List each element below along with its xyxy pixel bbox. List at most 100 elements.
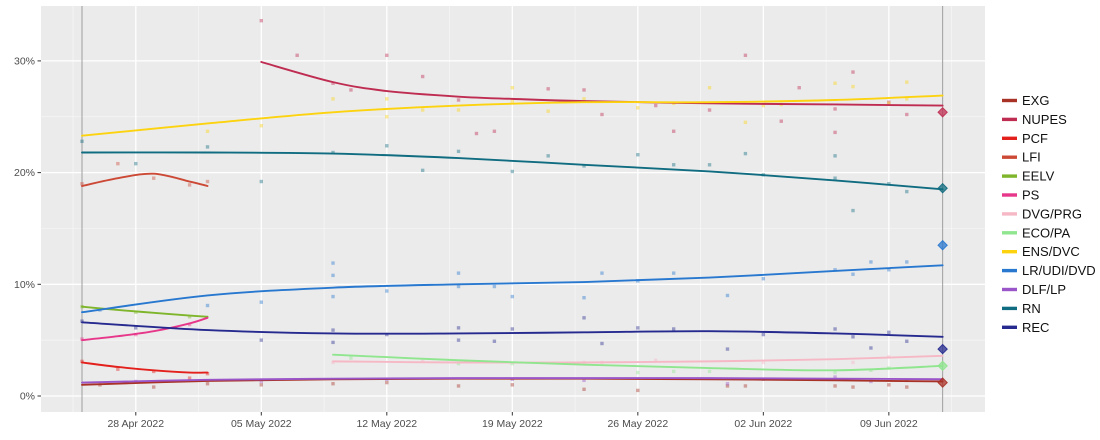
trend-line-lr-udi-dvd bbox=[81, 264, 944, 314]
poll-point-rec bbox=[582, 316, 586, 320]
poll-point-nupes bbox=[797, 86, 801, 90]
poll-point-lr-udi-dvd bbox=[887, 268, 891, 272]
x-tick-label: 05 May 2022 bbox=[231, 418, 292, 430]
poll-point-eco-pa bbox=[671, 369, 676, 374]
poll-point-ens-dvc bbox=[420, 108, 425, 112]
poll-point-exg bbox=[833, 384, 837, 388]
result-diamond-rn bbox=[937, 182, 948, 194]
legend-label-lr-udi-dvd: LR/UDI/DVD bbox=[1022, 263, 1096, 278]
poll-point-eco-pa bbox=[833, 370, 837, 375]
poll-point-lr-udi-dvd bbox=[331, 261, 335, 265]
poll-point-rec bbox=[331, 328, 335, 332]
trend-line-nupes bbox=[260, 61, 944, 107]
poll-point-ens-dvc bbox=[851, 84, 855, 89]
poll-point-rn bbox=[582, 164, 586, 168]
x-tick-label: 09 Jun 2022 bbox=[860, 418, 918, 430]
poll-point-ens-dvc bbox=[259, 123, 263, 128]
poll-point-exg bbox=[725, 384, 730, 388]
poll-point-rn bbox=[546, 154, 550, 158]
poll-point-lfi bbox=[205, 179, 210, 184]
poll-point-lr-udi-dvd bbox=[259, 300, 263, 304]
y-tick-label: 30% bbox=[14, 56, 35, 68]
x-tick-label: 19 May 2022 bbox=[482, 418, 543, 430]
result-diamond-eco-pa bbox=[937, 360, 948, 372]
poll-point-nupes bbox=[546, 87, 550, 91]
legend-label-eelv: EELV bbox=[1022, 169, 1055, 184]
poll-point-pcf bbox=[152, 369, 156, 374]
poll-point-ens-dvc bbox=[205, 129, 210, 133]
trend-line-rn bbox=[81, 151, 944, 191]
poll-point-rn bbox=[80, 139, 84, 144]
poll-point-dvg-prg bbox=[761, 360, 766, 365]
poll-point-rn bbox=[510, 169, 515, 174]
legend-label-pcf: PCF bbox=[1022, 131, 1048, 146]
poll-point-lr-udi-dvd bbox=[600, 271, 604, 275]
poll-point-rn bbox=[331, 150, 335, 155]
legend-label-exg: EXG bbox=[1022, 93, 1049, 108]
poll-point-rec bbox=[636, 326, 640, 330]
poll-point-rec bbox=[833, 327, 837, 331]
poll-point-lr-udi-dvd bbox=[205, 303, 210, 308]
x-tick-label: 12 May 2022 bbox=[356, 418, 417, 430]
poll-point-rec bbox=[725, 347, 730, 351]
poll-point-rn bbox=[887, 182, 891, 186]
poll-point-nupes bbox=[743, 53, 748, 58]
poll-point-rec bbox=[331, 340, 335, 345]
legend-label-ps: PS bbox=[1022, 188, 1040, 203]
poll-point-rn bbox=[833, 176, 837, 180]
poll-point-lfi bbox=[187, 183, 192, 187]
legend-label-nupes: NUPES bbox=[1022, 112, 1067, 127]
poll-point-exg bbox=[152, 385, 156, 389]
poll-point-exg bbox=[743, 384, 748, 388]
poll-point-nupes bbox=[331, 81, 335, 85]
poll-point-lr-udi-dvd bbox=[331, 273, 335, 278]
poll-point-rec bbox=[456, 326, 461, 330]
poll-point-exg bbox=[205, 382, 210, 386]
y-tick-label: 10% bbox=[14, 279, 35, 291]
poll-point-pcf bbox=[187, 376, 192, 380]
poll-point-lr-udi-dvd bbox=[492, 284, 497, 289]
poll-point-pcf bbox=[205, 371, 210, 376]
poll-point-dvg-prg bbox=[331, 360, 335, 365]
result-diamond-lr-udi-dvd bbox=[937, 239, 948, 251]
trend-line-lfi bbox=[81, 172, 209, 187]
poll-point-pcf bbox=[80, 359, 84, 364]
poll-point-exg bbox=[636, 388, 640, 393]
poll-point-nupes bbox=[851, 70, 855, 74]
poll-point-rec bbox=[80, 319, 84, 323]
poll-point-rn bbox=[833, 154, 837, 158]
poll-point-rn bbox=[671, 163, 676, 167]
poll-point-dvg-prg bbox=[654, 358, 658, 362]
poll-point-dvg-prg bbox=[851, 360, 855, 365]
y-tick-label: 20% bbox=[14, 167, 35, 179]
poll-point-rn bbox=[851, 208, 855, 213]
poll-point-dlf-lp bbox=[833, 375, 837, 379]
poll-point-nupes bbox=[456, 98, 461, 102]
poll-point-nupes bbox=[349, 88, 353, 92]
poll-point-exg bbox=[887, 383, 891, 387]
poll-point-ens-dvc bbox=[546, 109, 550, 113]
poll-point-ens-dvc bbox=[833, 81, 837, 85]
poll-point-rec bbox=[851, 335, 855, 339]
poll-point-ens-dvc bbox=[743, 120, 748, 125]
poll-point-eco-pa bbox=[707, 369, 712, 374]
poll-point-lr-udi-dvd bbox=[905, 260, 909, 264]
poll-point-rn bbox=[456, 149, 461, 154]
poll-point-nupes bbox=[707, 108, 712, 112]
poll-point-rn bbox=[420, 168, 425, 173]
poll-point-exg bbox=[582, 387, 586, 391]
poll-point-ens-dvc bbox=[707, 86, 712, 90]
poll-point-rec bbox=[671, 327, 676, 331]
poll-point-ens-dvc bbox=[905, 80, 909, 84]
poll-point-ens-dvc bbox=[385, 115, 389, 119]
legend-label-rec: REC bbox=[1022, 320, 1049, 335]
poll-point-eco-pa bbox=[636, 370, 640, 375]
poll-point-nupes bbox=[671, 129, 676, 133]
poll-point-nupes bbox=[259, 18, 263, 23]
poll-point-ens-dvc bbox=[905, 97, 909, 101]
result-diamond-nupes bbox=[937, 106, 948, 118]
poll-point-exg bbox=[905, 385, 909, 389]
trend-line-dvg-prg bbox=[332, 354, 944, 364]
poll-point-rec bbox=[905, 339, 909, 343]
